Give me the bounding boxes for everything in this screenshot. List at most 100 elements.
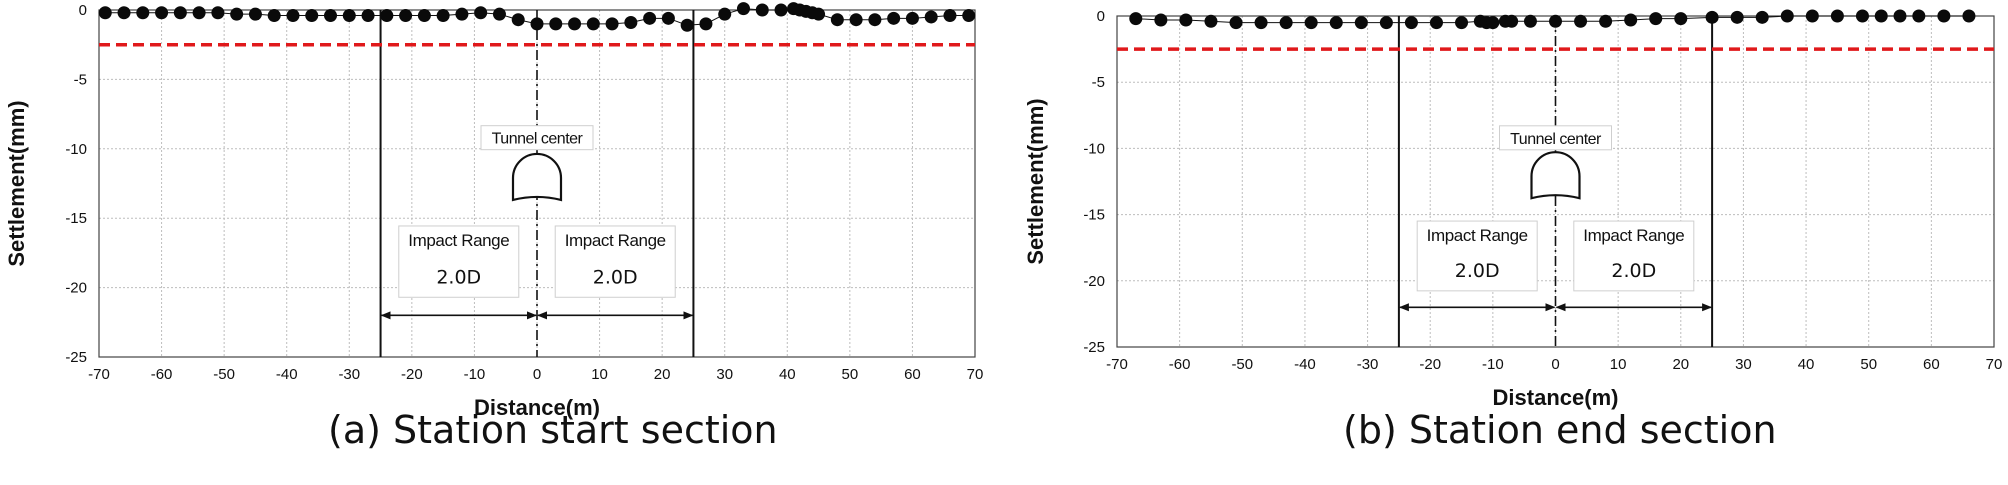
x-axis-title: Distance(m) bbox=[1493, 385, 1619, 410]
x-tick-label: -60 bbox=[151, 366, 173, 383]
data-point bbox=[117, 6, 131, 20]
data-point bbox=[1204, 14, 1218, 28]
impact-range-box bbox=[554, 225, 676, 298]
data-point bbox=[624, 15, 638, 29]
data-point bbox=[455, 7, 469, 21]
data-point bbox=[1755, 10, 1769, 24]
data-point bbox=[943, 9, 957, 23]
x-tick-label: 0 bbox=[533, 366, 541, 383]
data-point bbox=[924, 10, 938, 24]
data-point bbox=[417, 9, 431, 23]
data-point bbox=[1304, 16, 1318, 30]
data-point bbox=[905, 11, 919, 25]
data-point bbox=[661, 11, 675, 25]
tunnel-section-icon bbox=[1530, 151, 1581, 200]
x-tick-label: -30 bbox=[1357, 356, 1379, 373]
x-tick-label: -40 bbox=[1294, 356, 1316, 373]
data-point bbox=[1329, 16, 1343, 30]
y-tick-label: -5 bbox=[1092, 74, 1105, 91]
data-point bbox=[192, 6, 206, 20]
x-tick-label: -20 bbox=[401, 366, 423, 383]
data-point bbox=[1486, 16, 1500, 30]
impact-range-value: 2.0D bbox=[436, 266, 481, 288]
x-tick-label: 10 bbox=[591, 366, 608, 383]
impact-range-label: Impact Range bbox=[408, 231, 509, 250]
data-point bbox=[1229, 16, 1243, 30]
impact-range-value: 2.0D bbox=[1455, 260, 1500, 282]
data-point bbox=[643, 11, 657, 25]
caption-a: (a) Station start section bbox=[328, 408, 778, 452]
data-point bbox=[173, 6, 187, 20]
x-tick-label: 40 bbox=[1798, 356, 1815, 373]
tunnel-section-icon bbox=[511, 152, 563, 202]
x-tick-label: 50 bbox=[1860, 356, 1877, 373]
tunnel-center-label: Tunnel center bbox=[1510, 131, 1602, 148]
data-point bbox=[1574, 14, 1588, 28]
data-point bbox=[1624, 13, 1638, 27]
data-point bbox=[755, 3, 769, 17]
data-point bbox=[830, 13, 844, 27]
data-point bbox=[1404, 16, 1418, 30]
data-point bbox=[962, 9, 976, 23]
impact-range-label: Impact Range bbox=[1427, 226, 1528, 245]
data-point bbox=[549, 17, 563, 31]
data-point bbox=[568, 17, 582, 31]
data-point bbox=[342, 9, 356, 23]
data-point bbox=[1855, 9, 1869, 23]
y-tick-label: -15 bbox=[1083, 207, 1105, 224]
data-point bbox=[887, 11, 901, 25]
x-tick-label: 70 bbox=[1986, 356, 2003, 373]
data-point bbox=[248, 7, 262, 21]
y-tick-label: -25 bbox=[65, 349, 87, 366]
x-tick-label: 60 bbox=[904, 366, 921, 383]
data-point bbox=[1129, 12, 1143, 26]
data-point bbox=[361, 9, 375, 23]
data-point bbox=[1937, 9, 1951, 23]
data-point bbox=[1379, 16, 1393, 30]
data-point bbox=[1505, 14, 1519, 28]
impact-range-value: 2.0D bbox=[593, 266, 638, 288]
data-point bbox=[1730, 10, 1744, 24]
data-point bbox=[774, 3, 788, 17]
chart-a: -70 -60 -50 -40 -30 -20 -10 0 10 20 30 40 50 60 70 0 -5 -… bbox=[4, 2, 983, 420]
data-point bbox=[399, 9, 413, 23]
data-point bbox=[267, 9, 281, 23]
data-point bbox=[511, 13, 525, 27]
x-tick-label: -20 bbox=[1419, 356, 1441, 373]
impact-range-box bbox=[1573, 220, 1695, 292]
x-tick-label: -70 bbox=[1106, 356, 1128, 373]
y-tick-label: -10 bbox=[1083, 140, 1105, 157]
x-tick-label: -70 bbox=[88, 366, 110, 383]
x-tick-label: 50 bbox=[842, 366, 859, 383]
data-point bbox=[1649, 12, 1663, 26]
data-point bbox=[1455, 16, 1469, 30]
x-tick-label: 0 bbox=[1551, 356, 1559, 373]
data-point bbox=[530, 17, 544, 31]
data-point bbox=[1154, 13, 1168, 27]
data-point bbox=[1780, 9, 1794, 23]
data-point bbox=[1893, 9, 1907, 23]
x-tick-label: -30 bbox=[338, 366, 360, 383]
caption-b: (b) Station end section bbox=[1343, 408, 1777, 452]
data-point bbox=[605, 17, 619, 31]
data-point bbox=[812, 7, 826, 21]
tunnel-center-label-box bbox=[1499, 125, 1612, 151]
data-point bbox=[868, 13, 882, 27]
data-point bbox=[98, 6, 112, 20]
data-point bbox=[211, 6, 225, 20]
data-point bbox=[849, 13, 863, 27]
y-tick-label: 0 bbox=[79, 2, 87, 19]
data-point bbox=[1912, 9, 1926, 23]
data-point bbox=[230, 7, 244, 21]
data-point bbox=[1179, 13, 1193, 27]
tunnel-center-label-box bbox=[480, 125, 594, 151]
data-point bbox=[286, 9, 300, 23]
data-point bbox=[1279, 16, 1293, 30]
x-tick-label: 10 bbox=[1610, 356, 1627, 373]
data-point bbox=[474, 6, 488, 20]
data-point bbox=[1549, 14, 1562, 28]
data-point bbox=[1429, 16, 1443, 30]
data-point bbox=[718, 7, 732, 21]
data-point bbox=[305, 9, 319, 23]
data-point bbox=[1354, 16, 1368, 30]
